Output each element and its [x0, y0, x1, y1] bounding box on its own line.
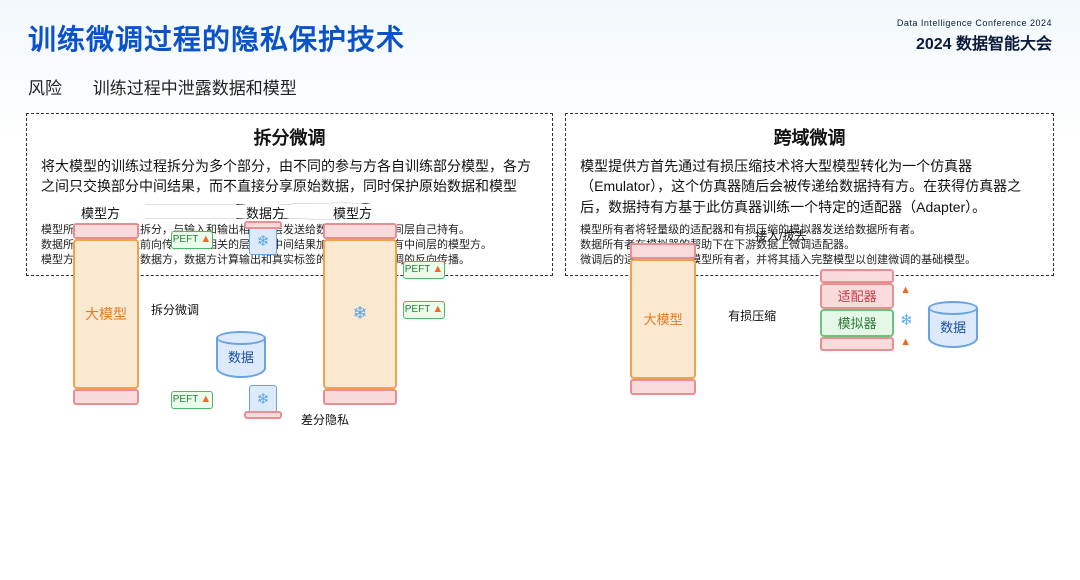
label-model-side: 模型方	[81, 203, 120, 222]
pink-cap-top	[820, 269, 894, 283]
peft-tag-2: PEFT▲	[171, 391, 213, 409]
pink-foot-1	[73, 389, 139, 405]
conference-subtitle: Data Intelligence Conference 2024	[897, 18, 1052, 28]
snowflake-icon: ❄	[257, 232, 270, 250]
data-cylinder-r: 数据	[928, 301, 978, 349]
snowflake-icon: ❄	[352, 303, 367, 324]
orange-big-2: ❄	[323, 239, 397, 389]
panel-desc: 将大模型的训练过程拆分为多个部分，由不同的参与方各自训练部分模型，各方之间只交换…	[41, 156, 538, 197]
risk-line: 风险 训练过程中泄露数据和模型	[0, 64, 1080, 107]
peft-tag-1: PEFT▲	[171, 231, 213, 249]
label-model-side-2: 模型方	[333, 203, 372, 222]
flame-icon: ▲	[900, 285, 911, 296]
risk-label: 风险	[28, 74, 88, 99]
pink-foot-2	[323, 389, 397, 405]
label-dp: 差分隐私	[301, 411, 349, 428]
pink-head	[630, 243, 696, 259]
pink-head-1	[73, 223, 139, 239]
pink-cap-bot	[820, 337, 894, 351]
conference-title: 2024 数据智能大会	[897, 30, 1052, 54]
label-split: 拆分微调	[151, 301, 199, 318]
snowflake-icon: ❄	[900, 311, 913, 329]
snow-box-1: ❄	[249, 227, 277, 255]
label-data-side: 数据方	[246, 203, 285, 222]
emulator-box: 模拟器	[820, 309, 894, 337]
pink-cap-1	[244, 221, 282, 229]
panel-split-finetune: 拆分微调 将大模型的训练过程拆分为多个部分，由不同的参与方各自训练部分模型，各方…	[26, 113, 553, 276]
label-plug: 接入/拔去	[755, 227, 806, 244]
flame-icon: ▲	[900, 337, 911, 348]
conference-block: Data Intelligence Conference 2024 2024 数…	[897, 18, 1052, 54]
snowflake-icon: ❄	[257, 390, 270, 408]
peft-tag-4: PEFT▲	[403, 301, 445, 319]
split-diagram: 模型方 大模型 拆分微调 PEFT▲ ❄ PEFT▲ ❄ 数据方 数据 模型方 …	[41, 201, 538, 221]
flame-icon: ▲	[200, 394, 211, 405]
panel-cross-domain: 跨域微调 模型提供方首先通过有损压缩技术将大型模型转化为一个仿真器（Emulat…	[565, 113, 1054, 276]
pink-foot	[630, 379, 696, 395]
flame-icon: ▲	[432, 304, 443, 315]
page-title: 训练微调过程的隐私保护技术	[28, 18, 405, 58]
adapter-box: 适配器	[820, 283, 894, 309]
panel-title: 拆分微调	[41, 124, 538, 150]
big-model-box-r: 大模型	[630, 259, 696, 379]
label-lossy: 有损压缩	[728, 307, 776, 324]
peft-tag-3: PEFT▲	[403, 261, 445, 279]
pink-head-2	[323, 223, 397, 239]
panel-title: 跨域微调	[580, 124, 1039, 150]
header: 训练微调过程的隐私保护技术 Data Intelligence Conferen…	[0, 0, 1080, 64]
risk-text: 训练过程中泄露数据和模型	[93, 79, 297, 98]
big-model-box: 大模型	[73, 239, 139, 389]
data-cylinder: 数据	[216, 331, 266, 379]
panels-row: 拆分微调 将大模型的训练过程拆分为多个部分，由不同的参与方各自训练部分模型，各方…	[0, 107, 1080, 276]
pink-cap-2	[244, 411, 282, 419]
snow-box-2: ❄	[249, 385, 277, 413]
panel-desc: 模型提供方首先通过有损压缩技术将大型模型转化为一个仿真器（Emulator），这…	[580, 156, 1039, 217]
flame-icon: ▲	[432, 264, 443, 275]
flame-icon: ▲	[200, 234, 211, 245]
